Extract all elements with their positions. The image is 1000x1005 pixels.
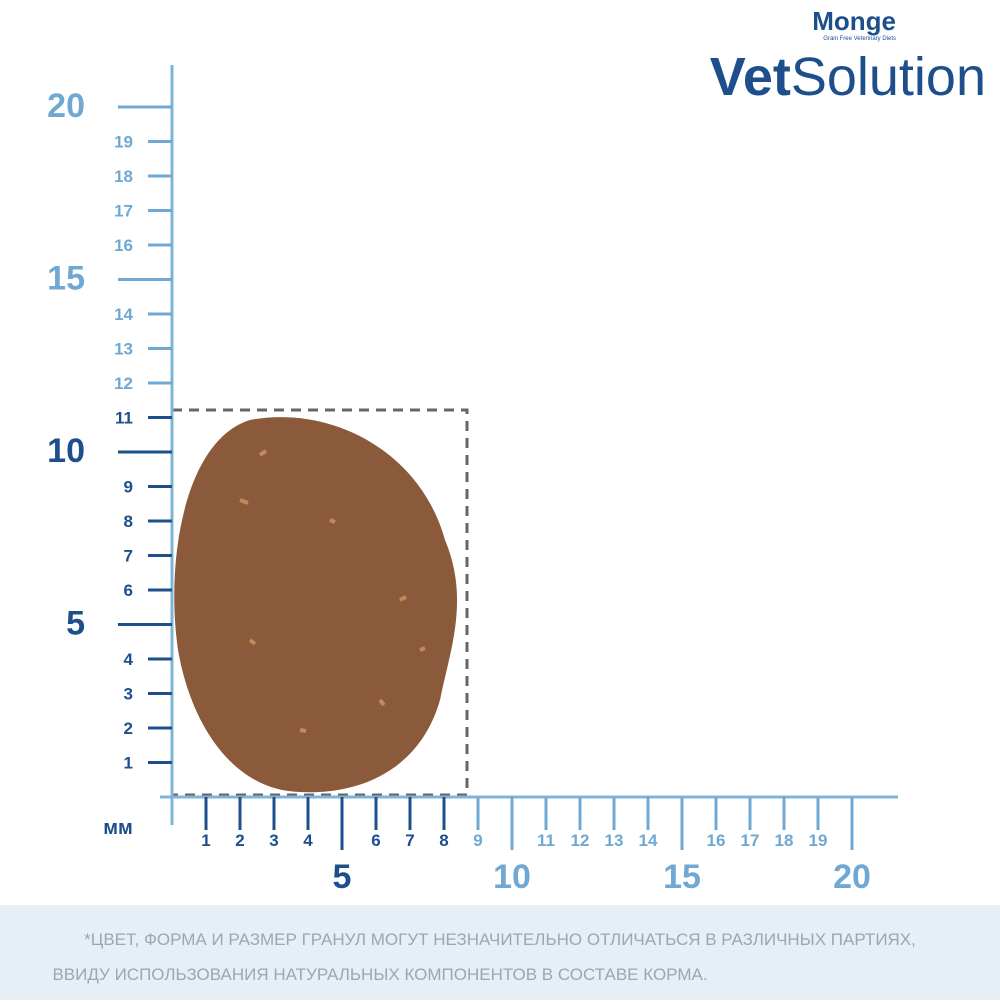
y-tick-label: 2	[124, 719, 133, 738]
y-tick-label: 5	[66, 605, 85, 643]
brand-name: Monge	[812, 6, 896, 36]
x-tick-label: 3	[269, 831, 278, 850]
y-tick-label: 18	[114, 167, 133, 186]
y-tick-label: 16	[114, 236, 133, 255]
brand-tagline: Grain Free Veterinary Diets	[823, 36, 896, 42]
x-tick-label: 13	[605, 831, 624, 850]
x-tick-label: 8	[439, 831, 448, 850]
x-tick-label: 2	[235, 831, 244, 850]
footnote-band	[0, 905, 1000, 1000]
x-tick-label: 6	[371, 831, 380, 850]
kibble	[174, 417, 458, 793]
y-tick-label: 6	[124, 581, 133, 600]
y-tick-label: 8	[124, 512, 133, 531]
x-tick-label: 7	[405, 831, 414, 850]
y-tick-label: 4	[124, 650, 134, 669]
x-tick-label: 1	[201, 831, 210, 850]
x-tick-label: 4	[303, 831, 313, 850]
y-tick-label: 1	[124, 754, 133, 773]
x-tick-label: 5	[333, 858, 352, 896]
y-tick-label: 11	[115, 409, 133, 428]
x-tick-label: 16	[707, 831, 726, 850]
x-tick-label: 10	[493, 858, 531, 896]
unit-label: мм	[103, 817, 133, 839]
y-tick-label: 3	[124, 685, 133, 704]
footnote-line: *ЦВЕТ, ФОРМА И РАЗМЕР ГРАНУЛ МОГУТ НЕЗНА…	[84, 930, 916, 949]
y-tick-label: 13	[114, 340, 133, 359]
product-name: VetSolution	[710, 47, 986, 107]
y-tick-label: 17	[114, 202, 133, 221]
y-tick-label: 9	[124, 478, 133, 497]
kibble-texture	[239, 449, 426, 733]
y-tick-label: 20	[47, 87, 85, 125]
x-tick-label: 14	[639, 831, 658, 850]
x-tick-label: 20	[833, 858, 871, 896]
x-tick-label: 19	[809, 831, 828, 850]
product-light: Solution	[791, 47, 986, 107]
x-tick-label: 9	[473, 831, 482, 850]
x-tick-label: 18	[775, 831, 794, 850]
footnote-line: ВВИДУ ИСПОЛЬЗОВАНИЯ НАТУРАЛЬНЫХ КОМПОНЕН…	[52, 965, 707, 984]
y-tick-label: 19	[114, 133, 133, 152]
x-tick-label: 15	[663, 858, 701, 896]
y-tick-label: 12	[114, 374, 133, 393]
product-bold: Vet	[710, 47, 791, 107]
y-tick-label: 7	[124, 547, 133, 566]
x-tick-label: 12	[571, 831, 590, 850]
y-tick-label: 15	[47, 260, 85, 298]
y-tick-label: 14	[114, 305, 133, 324]
x-tick-label: 17	[741, 831, 760, 850]
x-tick-label: 11	[537, 831, 555, 850]
y-tick-label: 10	[47, 432, 85, 470]
